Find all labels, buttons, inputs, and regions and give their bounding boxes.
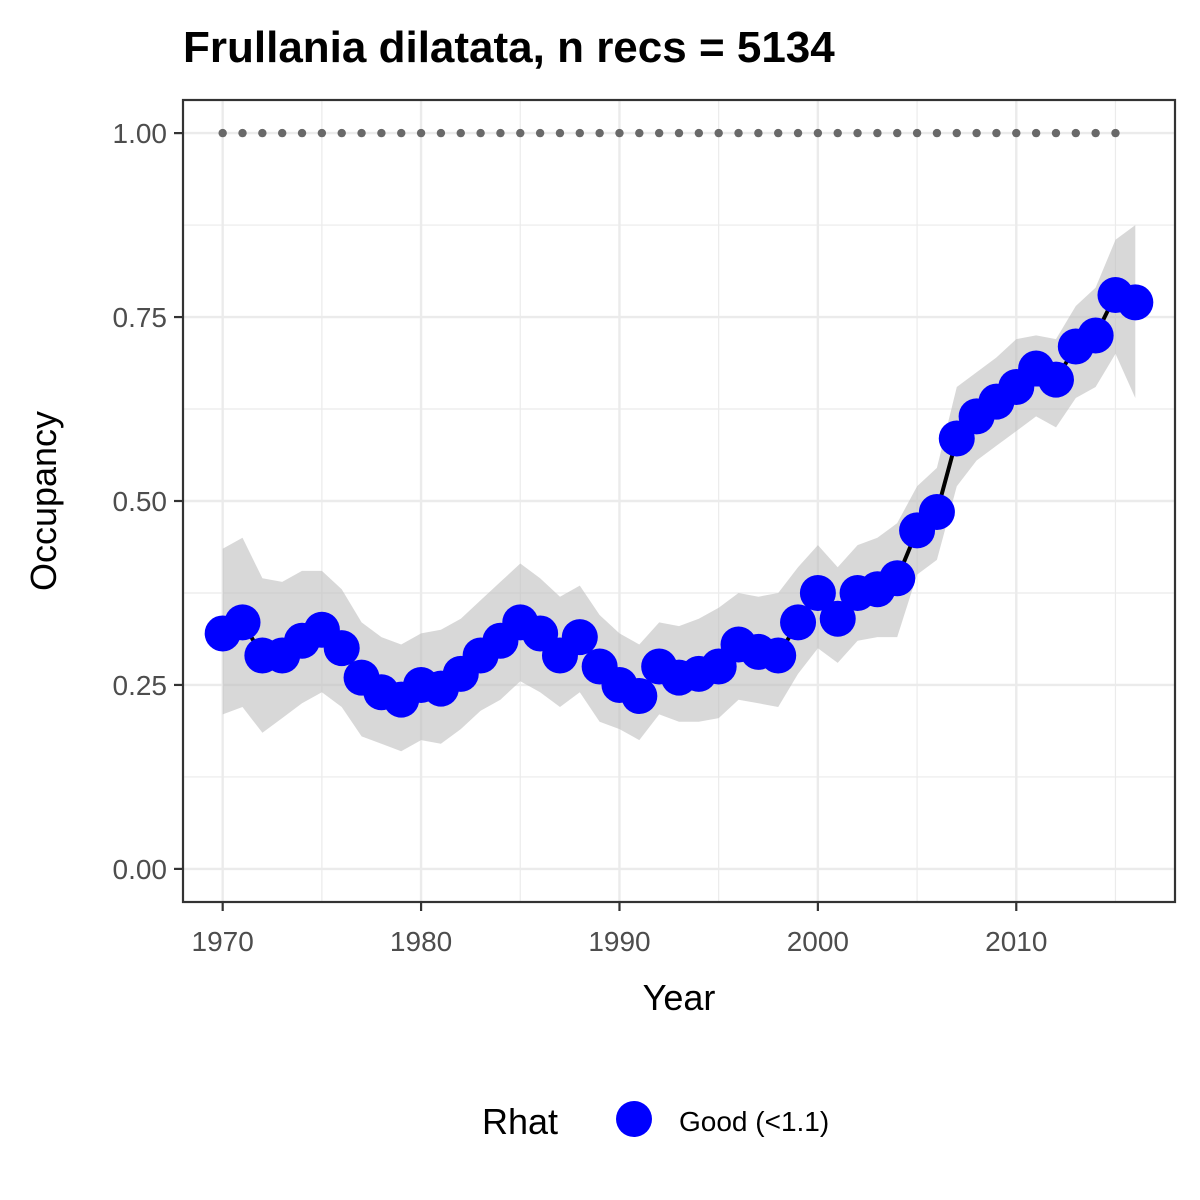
reference-dot <box>218 128 227 138</box>
reference-dot <box>416 128 426 138</box>
x-tick-label: 1970 <box>192 926 254 957</box>
x-tick-label: 1990 <box>588 926 650 957</box>
reference-dot <box>774 128 783 138</box>
confidence-ribbon <box>222 225 1136 752</box>
reference-line-dotted <box>218 128 1120 138</box>
data-point <box>621 677 658 714</box>
grid-lines <box>183 100 1175 902</box>
x-tick-label: 2000 <box>787 926 849 957</box>
reference-dot <box>932 128 942 138</box>
ci-ribbon-area <box>222 225 1136 752</box>
data-point <box>799 574 836 611</box>
reference-dot <box>1091 128 1100 138</box>
data-point <box>1037 361 1074 398</box>
reference-dot <box>714 128 723 138</box>
reference-dot <box>317 128 327 138</box>
reference-dot <box>337 128 346 138</box>
reference-dot <box>734 128 743 138</box>
reference-dot <box>833 128 842 138</box>
y-tick-label: 0.00 <box>113 854 168 885</box>
reference-dot <box>654 128 664 138</box>
x-axis-ticks: 1970 1980 1990 2000 2010 <box>192 902 1047 957</box>
reference-dot <box>893 128 902 138</box>
reference-dot <box>297 128 307 138</box>
y-axis-title: Occupancy <box>23 411 64 591</box>
data-point <box>819 600 856 637</box>
reference-dot <box>972 128 981 138</box>
reference-dot <box>1051 128 1061 138</box>
data-point <box>780 604 817 641</box>
reference-dot <box>238 128 247 138</box>
reference-dot <box>1071 128 1081 138</box>
reference-dot <box>992 128 1001 138</box>
reference-dot <box>1031 128 1041 138</box>
reference-dot <box>694 128 704 138</box>
reference-dot <box>555 128 565 138</box>
data-point <box>1117 284 1154 321</box>
reference-dot <box>1111 128 1120 138</box>
x-tick-label: 2010 <box>985 926 1047 957</box>
reference-dot <box>357 128 366 138</box>
reference-dot <box>674 128 684 138</box>
reference-dot <box>793 128 803 138</box>
reference-dot <box>952 128 961 138</box>
y-axis-ticks: 0.00 0.25 0.50 0.75 1.00 <box>113 118 183 885</box>
reference-dot <box>516 128 525 138</box>
x-axis-title: Year <box>643 977 716 1018</box>
reference-dot <box>615 128 624 138</box>
y-tick-label: 0.50 <box>113 486 168 517</box>
reference-dot <box>476 128 485 138</box>
reference-dot <box>377 128 386 138</box>
y-tick-label: 0.75 <box>113 302 168 333</box>
x-tick-label: 1980 <box>390 926 452 957</box>
data-point <box>1077 317 1114 354</box>
data-point <box>918 494 955 531</box>
reference-dot <box>912 128 922 138</box>
chart-title: Frullania dilatata, n recs = 5134 <box>183 23 835 72</box>
reference-dot <box>436 128 446 138</box>
reference-dot <box>456 128 465 138</box>
reference-dot <box>635 128 644 138</box>
data-point <box>879 560 916 597</box>
reference-dot <box>397 128 406 138</box>
legend-title: Rhat <box>482 1101 558 1142</box>
reference-dot <box>535 128 545 138</box>
reference-dot <box>853 128 862 138</box>
data-point <box>561 619 598 656</box>
y-tick-label: 1.00 <box>113 118 168 149</box>
reference-dot <box>496 128 505 138</box>
data-point <box>323 630 360 667</box>
reference-dot <box>258 128 267 138</box>
data-points <box>204 276 1154 718</box>
y-tick-label: 0.25 <box>113 670 168 701</box>
reference-dot <box>813 128 823 138</box>
data-point <box>760 637 797 674</box>
reference-dot <box>754 128 763 138</box>
reference-dot <box>873 128 882 138</box>
reference-dot <box>1012 128 1021 138</box>
reference-dot <box>595 128 604 138</box>
legend: Rhat Good (<1.1) <box>482 1101 829 1142</box>
data-point <box>224 604 261 641</box>
reference-dot <box>278 128 287 138</box>
legend-label-good: Good (<1.1) <box>679 1106 829 1137</box>
reference-dot <box>575 128 584 138</box>
legend-key-good <box>616 1101 652 1137</box>
